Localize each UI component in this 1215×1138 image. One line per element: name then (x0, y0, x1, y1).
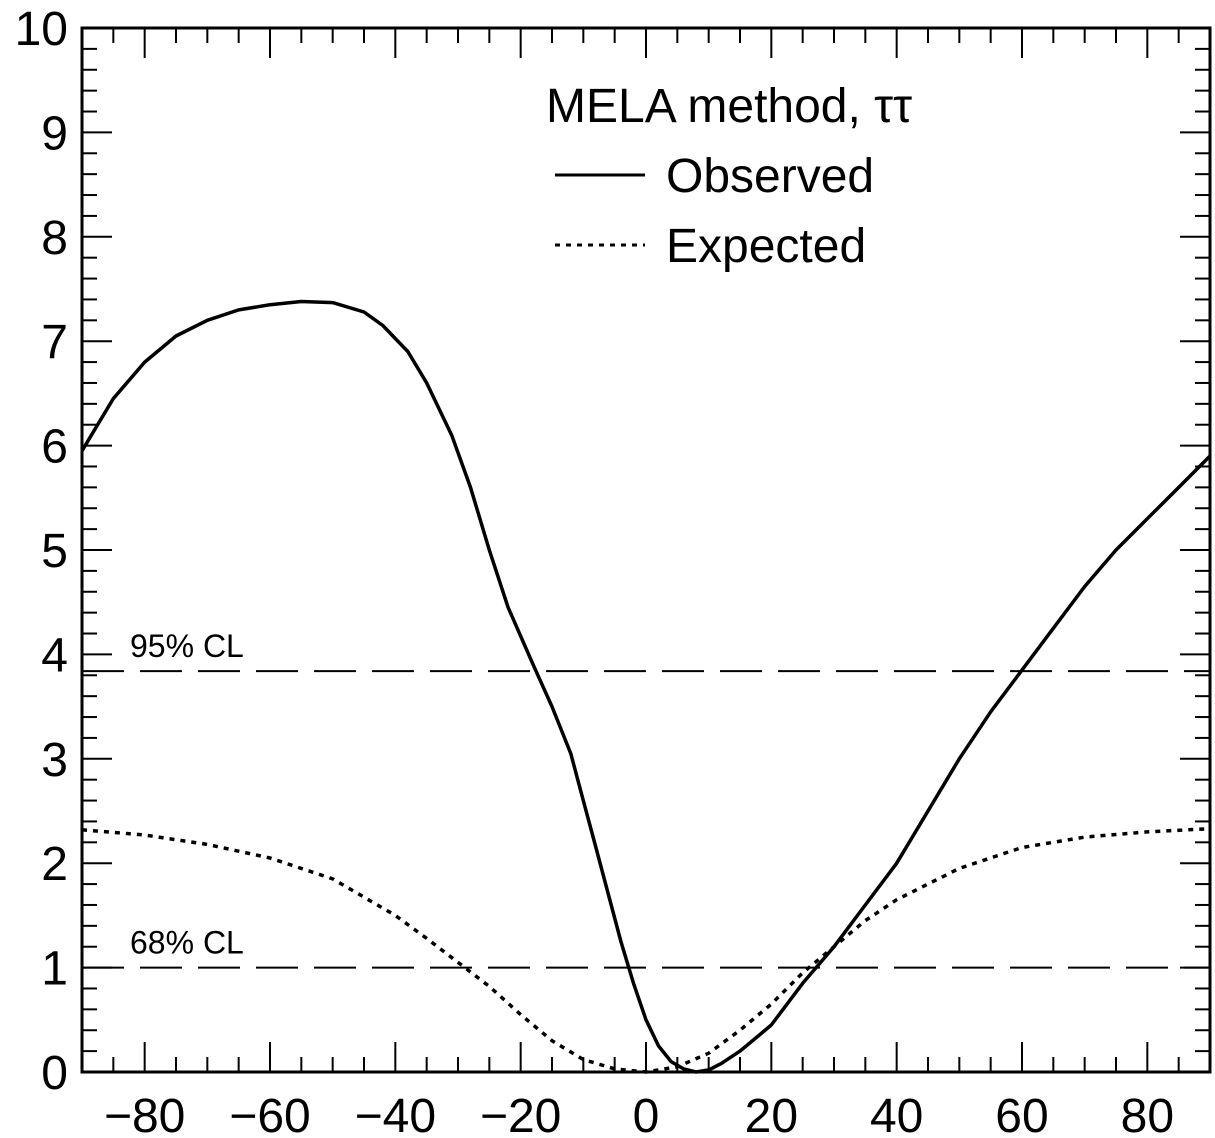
y-tick-label: 7 (41, 316, 68, 369)
axis-ticks (82, 28, 1210, 1072)
x-tick-label: 60 (995, 1090, 1048, 1138)
y-tick-label: 8 (41, 212, 68, 265)
x-tick-label: −80 (104, 1090, 185, 1138)
x-tick-label: −40 (355, 1090, 436, 1138)
y-tick-label: 6 (41, 421, 68, 474)
legend-title: MELA method, ττ (546, 80, 912, 133)
y-tick-label: 5 (41, 525, 68, 578)
series-line-observed (80, 299, 1212, 1074)
x-tick-label: 40 (870, 1090, 923, 1138)
x-tick-label: −20 (480, 1090, 561, 1138)
y-tick-label: 3 (41, 734, 68, 787)
y-tick-label: 1 (41, 943, 68, 996)
y-tick-label: 4 (41, 629, 68, 682)
x-tick-label: 20 (745, 1090, 798, 1138)
y-tick-label: 9 (41, 107, 68, 160)
series-line-expected (81, 826, 1211, 1074)
legend-label-observed: Observed (666, 150, 874, 203)
y-tick-label: 0 (41, 1047, 68, 1100)
x-tick-label: 0 (633, 1090, 660, 1138)
reference-lines: 95% CL 68% CL (82, 628, 1210, 969)
axis-tick-labels: −80 −60 −40 −20 0 20 40 60 80 0 1 2 3 4 5 6 7 8 9 10 (15, 3, 1174, 1138)
y-tick-label: 10 (15, 3, 68, 56)
cl-label-0: 95% CL (130, 628, 244, 664)
series-layer (80, 299, 1212, 1074)
legend: MELA method, ττ Observed Expected (546, 80, 912, 273)
plot-frame (80, 26, 1212, 1074)
x-tick-label: −60 (229, 1090, 310, 1138)
legend-label-expected: Expected (666, 220, 866, 273)
x-tick-label: 80 (1121, 1090, 1174, 1138)
y-tick-label: 2 (41, 838, 68, 891)
cl-label-1: 68% CL (130, 925, 244, 961)
